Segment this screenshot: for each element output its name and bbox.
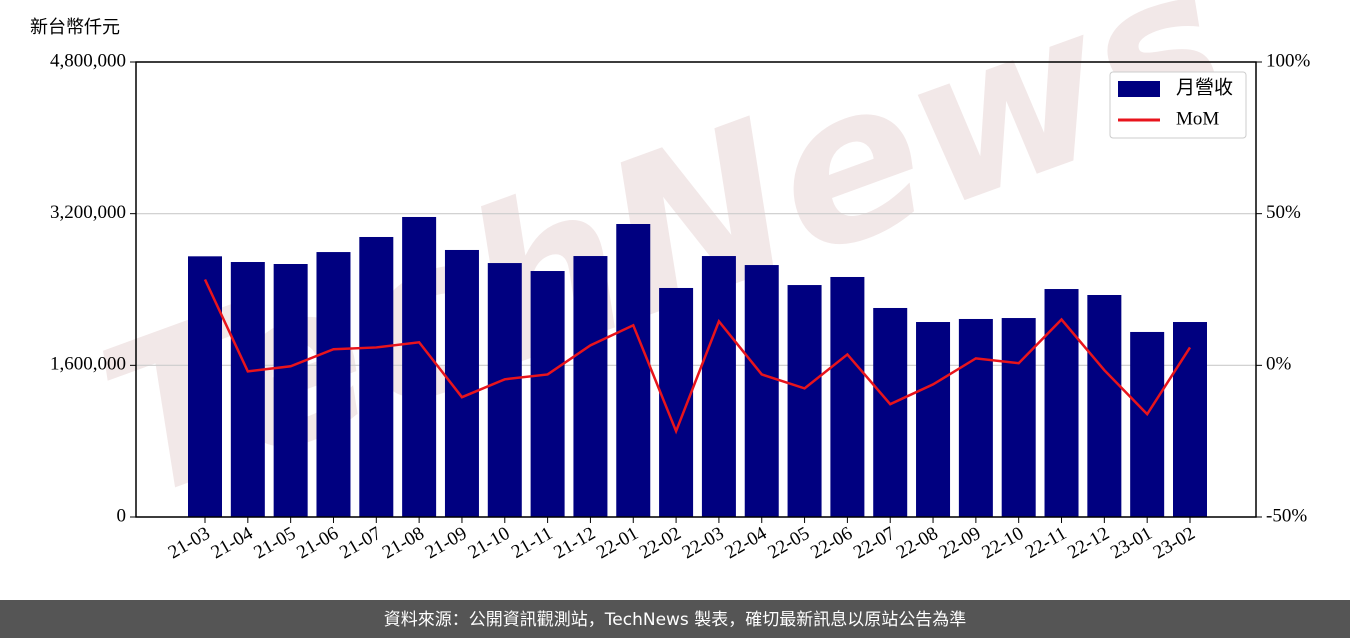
x-tick-label: 22-02 [636,523,685,563]
bar [402,216,437,517]
bar [701,256,736,517]
x-tick-label: 21-04 [208,523,257,564]
bar [1044,289,1079,517]
bar [916,322,951,517]
x-tick-label: 21-07 [336,523,385,563]
y-tick-label: 1,600,000 [50,354,126,375]
y-tick-label: 4,800,000 [50,50,126,71]
x-tick-label: 21-09 [422,523,471,563]
y-tick-label: 0 [117,505,127,526]
line [203,278,1192,435]
y2-tick-label: -50% [1266,505,1307,526]
x-tick-label: 21-06 [293,523,342,563]
legend-label: 月營收 [1176,76,1233,98]
x-tick-label: 22-04 [722,523,771,564]
bar [359,236,394,517]
footer-text: 資料來源：公開資訊觀測站，TechNews 製表，確切最新訊息以原站公告為準 [384,610,966,630]
bar [744,265,779,517]
bar [573,256,608,517]
legend-label: MoM [1176,108,1219,129]
x-tick-label: 21-11 [508,523,556,563]
x-tick-label: 22-07 [850,523,899,563]
bar [958,318,993,517]
bar [616,223,651,517]
x-tick-label: 22-10 [978,523,1027,563]
x-tick-label: 22-08 [893,523,942,563]
y2-tick-label: 50% [1266,202,1301,223]
x-tick-label: 22-03 [679,523,728,563]
bar [316,252,351,517]
y2-tick-label: 0% [1266,354,1292,375]
bar [830,276,865,517]
x-tick-label: 23-01 [1107,523,1156,563]
bar [273,264,308,517]
x-tick-label: 22-01 [593,523,642,563]
x-tick-label: 21-08 [379,523,428,563]
x-tick-label: 22-09 [936,523,985,563]
legend: 月營收 MoM [1109,71,1247,139]
x-tick-label: 22-06 [807,523,856,563]
x-tick-label: 23-02 [1150,523,1199,563]
bar [188,256,222,517]
bar [787,285,822,517]
legend-swatch [1118,81,1160,97]
x-tick-label: 21-05 [250,523,299,563]
x-tick-label: 22-11 [1022,523,1070,563]
bar [230,262,265,517]
bar [1087,294,1122,517]
plot-frame [135,61,1257,518]
y-tick-label: 3,200,000 [50,202,126,223]
x-tick-label: 21-10 [465,523,514,563]
y-axis-label: 新台幣仟元 [30,17,120,38]
bar [1173,322,1207,517]
x-tick-label: 22-12 [1064,523,1113,563]
bar [873,307,908,517]
x-tick-label: 21-12 [550,523,599,563]
footer-bar [0,600,1350,638]
bar [530,271,565,517]
y2-tick-label: 100% [1266,50,1311,71]
bar [1130,331,1165,517]
bar [1001,318,1036,517]
x-tick-label: 22-05 [764,523,813,563]
bar [487,263,522,517]
